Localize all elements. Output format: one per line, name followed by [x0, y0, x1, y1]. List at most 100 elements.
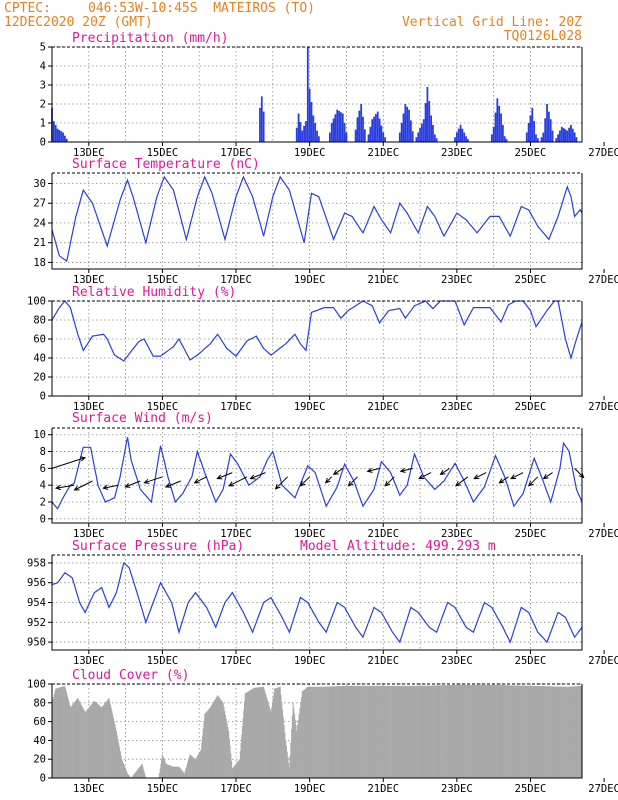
cloud-column	[305, 688, 307, 778]
precip-bar	[420, 123, 423, 142]
precip-bar	[362, 116, 364, 142]
cloud-column	[224, 714, 227, 778]
panel-cloud: Cloud Cover (%) 0 20 40 60 80 100 13DEC 15DEC 17D…	[27, 668, 618, 795]
cloud-column	[411, 685, 413, 778]
x-tick-label: 19DEC	[294, 274, 326, 286]
cloud-column	[360, 685, 362, 778]
panel-title-rh: Relative Humidity (%)	[72, 285, 236, 300]
cloud-column	[516, 685, 518, 778]
cloud-column	[165, 763, 167, 778]
precip-bar	[384, 137, 386, 142]
cloud-column	[294, 719, 296, 778]
cloud-column	[74, 701, 76, 778]
cloud-column	[240, 742, 242, 778]
x-tick-label: 27DEC	[588, 401, 618, 413]
precip-bar	[260, 96, 263, 142]
cloud-column	[188, 757, 190, 778]
cloud-column	[103, 704, 105, 778]
cloud-column	[404, 685, 406, 778]
cloud-column	[223, 706, 225, 778]
cloud-column	[493, 684, 495, 778]
y-tick-label: 2	[40, 99, 46, 111]
cloud-column	[479, 684, 481, 778]
cloud-column	[574, 686, 576, 778]
cloud-column	[455, 684, 457, 778]
precip-bar	[559, 130, 561, 142]
cloud-column	[275, 688, 277, 778]
cloud-column	[566, 686, 568, 778]
cloud-column	[485, 684, 487, 778]
cloud-column	[524, 685, 526, 778]
cloud-column	[437, 685, 439, 778]
cloud-column	[379, 685, 381, 778]
cloud-column	[400, 685, 402, 778]
cloud-column	[220, 699, 222, 778]
cloud-column	[132, 775, 134, 778]
x-tick-label: 13DEC	[73, 274, 105, 286]
y-tick-label: 0	[40, 513, 46, 525]
cloud-column	[55, 688, 57, 778]
cloud-column	[214, 698, 216, 778]
cloud-column	[285, 746, 288, 778]
x-tick-label: 19DEC	[294, 783, 326, 795]
precip-bar	[317, 136, 320, 142]
precip-bar	[306, 47, 309, 142]
cloud-column	[82, 707, 84, 778]
cloud-column	[276, 687, 278, 778]
cloud-column	[356, 685, 359, 778]
cloud-column	[386, 685, 388, 778]
cloud-column	[340, 686, 342, 778]
cloud-column	[334, 686, 336, 778]
cloud-column	[379, 685, 381, 778]
cloud-column	[473, 684, 475, 778]
cloud-column	[432, 685, 434, 778]
cloud-column	[249, 690, 251, 778]
cloud-column	[217, 696, 219, 778]
panel-frame	[51, 555, 583, 651]
cloud-column	[232, 767, 234, 778]
cloud-column	[54, 691, 56, 778]
cloud-column	[245, 692, 247, 778]
precip-bar	[336, 109, 339, 142]
cloud-column	[549, 686, 551, 778]
y-tick-label: 100	[27, 296, 46, 308]
precip-bar	[404, 104, 407, 142]
cloud-column	[493, 684, 495, 778]
panel-temp: Surface Temperature (nC) 18 21 24 27 30 13DEC 1…	[33, 157, 618, 286]
cloud-column	[186, 765, 188, 778]
cloud-column	[172, 766, 174, 778]
cloud-column	[384, 685, 387, 778]
cloud-column	[352, 685, 354, 778]
cloud-column	[370, 685, 373, 778]
precip-bar	[566, 130, 569, 142]
panel-title-cloud: Cloud Cover (%)	[72, 668, 189, 683]
cloud-column	[268, 707, 271, 778]
precip-bar	[308, 88, 311, 142]
cloud-column	[426, 685, 428, 778]
cloud-column	[85, 711, 87, 778]
x-tick-label: 19DEC	[294, 147, 326, 159]
cloud-column	[415, 685, 417, 778]
cloud-column	[385, 685, 387, 778]
precip-bar	[527, 123, 530, 142]
panel-frame	[51, 428, 583, 524]
x-tick-label: 17DEC	[220, 147, 252, 159]
precip-bar	[415, 137, 418, 142]
cloud-column	[506, 685, 508, 778]
cloud-column	[75, 699, 77, 778]
precip-bar	[492, 126, 495, 142]
y-tick-label: 5	[40, 42, 46, 54]
cloud-column	[495, 684, 497, 778]
precip-bar	[531, 107, 534, 142]
wind-vector-arrow	[498, 476, 509, 484]
precip-bar	[417, 132, 420, 142]
cloud-column	[560, 686, 562, 778]
x-tick-label: 21DEC	[367, 274, 399, 286]
cloud-column	[93, 701, 95, 778]
y-tick-label: 954	[27, 597, 46, 609]
cloud-column	[79, 702, 81, 778]
precip-bar	[560, 126, 563, 142]
cloud-column	[401, 685, 403, 778]
wind-vector-arrow	[143, 476, 163, 484]
panels: Precipitation (mm/h) 0 1 2 3 4 5 13DEC 15DEC 17DE…	[27, 31, 618, 795]
